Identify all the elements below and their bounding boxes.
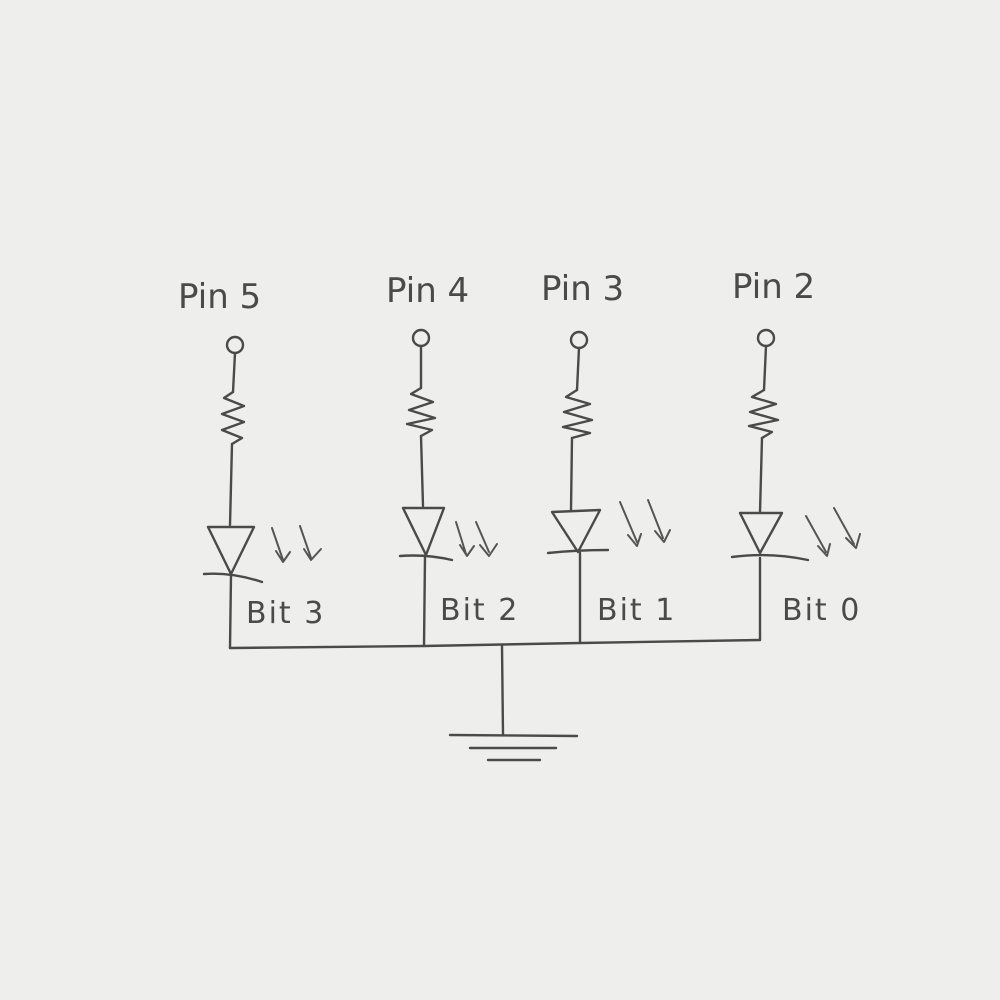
resistor-icon xyxy=(405,386,437,438)
wire xyxy=(228,442,234,527)
bit-label-2: Bit 2 xyxy=(440,593,519,628)
ground-wire xyxy=(500,644,505,736)
wire xyxy=(422,554,427,648)
bit-label-1: Bit 1 xyxy=(597,593,676,628)
light-arrow-icon xyxy=(475,521,498,557)
light-arrow-icon xyxy=(647,499,671,543)
pin-label-4: Pin 4 xyxy=(386,271,469,311)
branch-bit-2 xyxy=(398,328,498,648)
wire xyxy=(231,351,237,394)
led-icon xyxy=(738,511,784,555)
common-bus-wire xyxy=(228,638,762,650)
led-icon xyxy=(206,525,256,576)
light-arrow-icon xyxy=(299,525,322,561)
wire xyxy=(575,346,581,392)
light-arrow-icon xyxy=(805,515,831,557)
light-arrow-icon xyxy=(833,507,861,549)
wire xyxy=(569,436,574,512)
pin-label-5: Pin 5 xyxy=(178,277,261,317)
led-cathode-bar xyxy=(202,572,264,584)
pin-label-2: Pin 2 xyxy=(732,267,815,307)
bit-label-0: Bit 0 xyxy=(782,593,861,628)
wire xyxy=(419,434,425,508)
led-cathode-bar xyxy=(730,553,810,562)
wire xyxy=(228,573,233,650)
light-arrow-icon xyxy=(619,501,642,547)
branch-bit-0 xyxy=(730,328,861,642)
resistor-icon xyxy=(561,388,594,440)
ground-icon xyxy=(448,733,579,762)
resistor-icon xyxy=(220,390,246,446)
led-icon xyxy=(401,506,446,557)
bit-label-3: Bit 3 xyxy=(246,596,325,631)
branch-bit-3 xyxy=(202,335,322,650)
led-cathode-bar xyxy=(546,548,610,555)
light-arrow-icon xyxy=(455,521,475,557)
pin-label-3: Pin 3 xyxy=(541,269,624,309)
resistor-icon xyxy=(747,388,780,440)
light-arrow-icon xyxy=(271,527,291,563)
led-icon xyxy=(550,508,602,554)
branch-bit-1 xyxy=(546,330,671,644)
wire xyxy=(758,436,764,514)
wire xyxy=(762,344,768,392)
